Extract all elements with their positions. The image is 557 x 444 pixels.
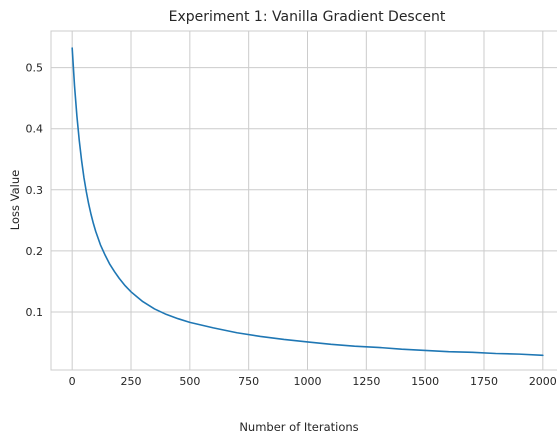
y-tick-label: 0.3	[26, 184, 44, 197]
loss-curve-line	[71, 47, 544, 357]
x-tick-label: 2000	[529, 375, 557, 388]
x-tick-label: 1000	[294, 375, 322, 388]
x-axis-label: Number of Iterations	[239, 420, 358, 434]
y-axis-label: Loss Value	[8, 170, 22, 230]
y-tick-labels: 0.1 0.2 0.3 0.4 0.5	[26, 62, 44, 319]
x-tick-label: 1750	[470, 375, 498, 388]
plot-frame	[50, 30, 557, 371]
series-layer	[71, 47, 544, 357]
x-tick-label: 1500	[411, 375, 439, 388]
x-tick-label: 1250	[352, 375, 380, 388]
y-tick-label: 0.4	[26, 123, 44, 136]
x-tick-label: 750	[238, 375, 259, 388]
grid	[51, 31, 557, 370]
y-tick-label: 0.2	[26, 245, 44, 258]
x-tick-label: 250	[121, 375, 142, 388]
y-tick-label: 0.5	[26, 62, 44, 75]
x-tick-label: 500	[179, 375, 200, 388]
x-tick-labels: 0 250 500 750 1000 1250 1500 1750 2000	[69, 375, 557, 388]
x-tick-label: 0	[69, 375, 76, 388]
chart-title: Experiment 1: Vanilla Gradient Descent	[169, 9, 446, 25]
y-tick-label: 0.1	[26, 306, 44, 319]
